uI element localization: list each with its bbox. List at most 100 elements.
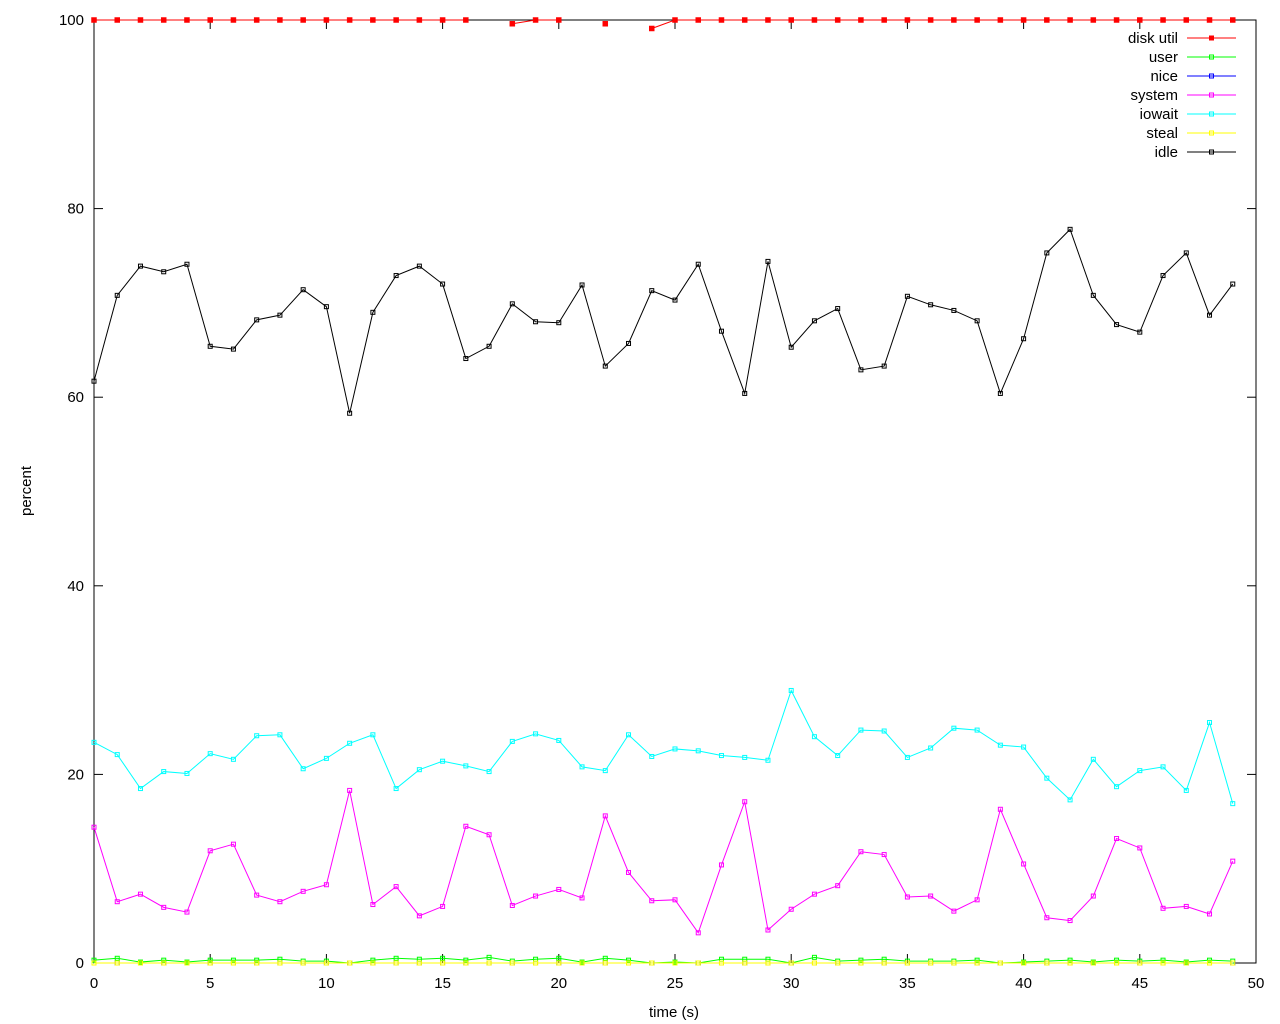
data-point-disk-util — [602, 21, 609, 27]
data-point-iowait — [811, 734, 817, 740]
data-point-disk-util — [323, 17, 330, 23]
data-point-disk-util — [277, 17, 283, 23]
data-point-steal — [1207, 960, 1213, 966]
data-point-system — [440, 903, 446, 909]
x-tick-label: 30 — [783, 975, 800, 992]
data-point-iowait — [370, 732, 376, 738]
data-point-user — [440, 955, 446, 961]
legend-label: iowait — [1140, 106, 1179, 123]
data-point-iowait — [695, 748, 701, 754]
data-point-user — [230, 957, 236, 963]
data-point-iowait — [114, 752, 120, 758]
series-user — [91, 954, 1236, 966]
data-point-iowait — [765, 757, 771, 763]
data-point-idle — [1090, 292, 1096, 298]
data-point-steal — [347, 960, 353, 966]
data-point-iowait — [184, 770, 190, 776]
x-tick-label: 25 — [667, 975, 684, 992]
data-point-idle — [579, 282, 585, 288]
data-point-disk-util — [927, 17, 934, 23]
data-point-iowait — [1160, 764, 1166, 770]
data-point-iowait — [486, 769, 492, 775]
data-point-system — [533, 893, 539, 899]
data-point-steal — [602, 960, 608, 966]
data-point-iowait — [440, 758, 446, 764]
data-point-idle — [277, 312, 283, 318]
axis-tick-labels: 0 5 10 15 20 25 30 35 40 45 50 0 20 40 60 80 100 — [59, 12, 1264, 992]
x-tick-label: 35 — [899, 975, 916, 992]
data-point-steal — [695, 960, 701, 966]
data-point-iowait — [1067, 797, 1073, 803]
data-point-idle — [440, 281, 446, 287]
data-point-system — [718, 862, 724, 868]
series-steal — [91, 960, 1236, 966]
data-point-steal — [718, 960, 724, 966]
data-point-idle — [904, 293, 910, 299]
data-point-disk-util — [881, 17, 887, 23]
data-point-disk-util — [1160, 17, 1166, 23]
data-point-disk-util — [1067, 17, 1073, 23]
data-point-steal — [393, 960, 399, 966]
data-point-idle — [230, 346, 236, 352]
data-point-idle — [1114, 322, 1120, 328]
x-tick-label: 10 — [318, 975, 335, 992]
data-point-iowait — [579, 764, 585, 770]
data-point-disk-util — [672, 17, 678, 23]
x-tick-label: 0 — [90, 975, 98, 992]
legend: disk util user nice system iowait steal idle — [1128, 30, 1236, 161]
data-point-system — [788, 906, 794, 912]
data-point-idle — [1044, 250, 1050, 256]
data-point-system — [1114, 836, 1120, 842]
data-point-system — [1067, 918, 1073, 924]
data-point-iowait — [928, 745, 934, 751]
data-point-steal — [184, 960, 190, 966]
data-point-user — [974, 957, 980, 963]
data-point-iowait — [323, 755, 329, 761]
y-tick-label: 40 — [67, 578, 84, 595]
legend-item-iowait: iowait — [1140, 106, 1236, 123]
data-point-steal — [207, 960, 213, 966]
data-point-disk-util — [1183, 17, 1190, 23]
data-point-steal — [1067, 960, 1073, 966]
data-point-steal — [230, 960, 236, 966]
legend-marker-disk-util — [1209, 35, 1214, 41]
data-point-iowait — [161, 769, 167, 775]
data-point-steal — [1090, 960, 1096, 966]
data-point-system — [1137, 845, 1143, 851]
data-point-user — [91, 957, 97, 963]
data-point-system — [347, 787, 353, 793]
data-point-disk-util — [649, 25, 655, 32]
data-point-idle — [788, 344, 794, 350]
data-point-iowait — [207, 751, 213, 757]
data-point-user — [1207, 957, 1213, 963]
data-point-idle — [765, 258, 771, 264]
data-point-idle — [161, 269, 167, 275]
data-point-system — [1207, 911, 1213, 917]
data-point-iowait — [858, 727, 864, 733]
data-point-disk-util — [765, 17, 771, 23]
data-point-idle — [207, 343, 213, 349]
data-point-disk-util — [393, 17, 399, 23]
legend-item-nice: nice — [1150, 68, 1236, 85]
data-point-idle — [602, 363, 608, 369]
data-point-steal — [370, 960, 376, 966]
data-point-iowait — [788, 687, 794, 693]
data-point-steal — [1114, 960, 1120, 966]
data-point-system — [974, 897, 980, 903]
data-point-user — [114, 955, 120, 961]
data-point-idle — [393, 273, 399, 279]
data-point-iowait — [1114, 784, 1120, 790]
data-point-steal — [440, 960, 446, 966]
data-point-system — [1160, 905, 1166, 911]
data-point-idle — [811, 318, 817, 324]
y-tick-label: 60 — [67, 389, 84, 406]
data-point-system — [416, 913, 422, 919]
data-point-disk-util — [160, 17, 167, 23]
data-point-steal — [951, 960, 957, 966]
data-point-disk-util — [137, 17, 144, 23]
data-point-idle — [300, 287, 306, 293]
data-point-idle — [835, 306, 841, 312]
y-tick-label: 100 — [59, 12, 84, 29]
data-point-idle — [626, 340, 632, 346]
data-point-system — [137, 891, 143, 897]
